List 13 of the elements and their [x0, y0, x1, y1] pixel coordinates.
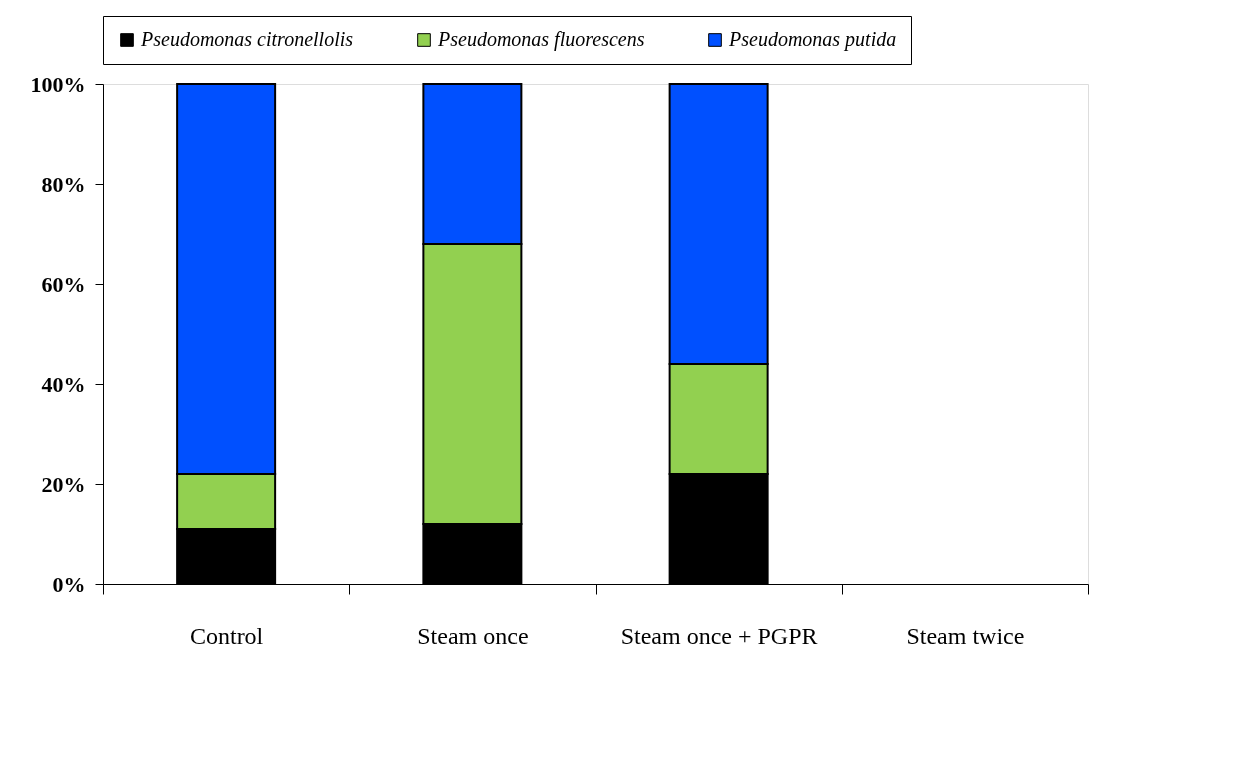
legend-label: Pseudomonas citronellolis [140, 28, 354, 50]
y-tick-label: 40% [41, 371, 86, 397]
legend-label: Pseudomonas fluorescens [437, 28, 645, 51]
y-tick-label: 0% [52, 571, 86, 597]
y-tick-label: 80% [41, 171, 86, 197]
x-tick-label: Steam once + PGPR [620, 622, 818, 649]
legend-label: Pseudomonas putida [728, 28, 897, 51]
x-tick-label: Steam once [417, 622, 529, 649]
x-tick-label: Steam twice [906, 622, 1025, 649]
y-tick-label: 60% [41, 271, 86, 297]
x-tick-label: Control [189, 622, 264, 649]
y-tick-label: 100% [30, 71, 86, 97]
y-tick-label: 20% [41, 471, 86, 497]
